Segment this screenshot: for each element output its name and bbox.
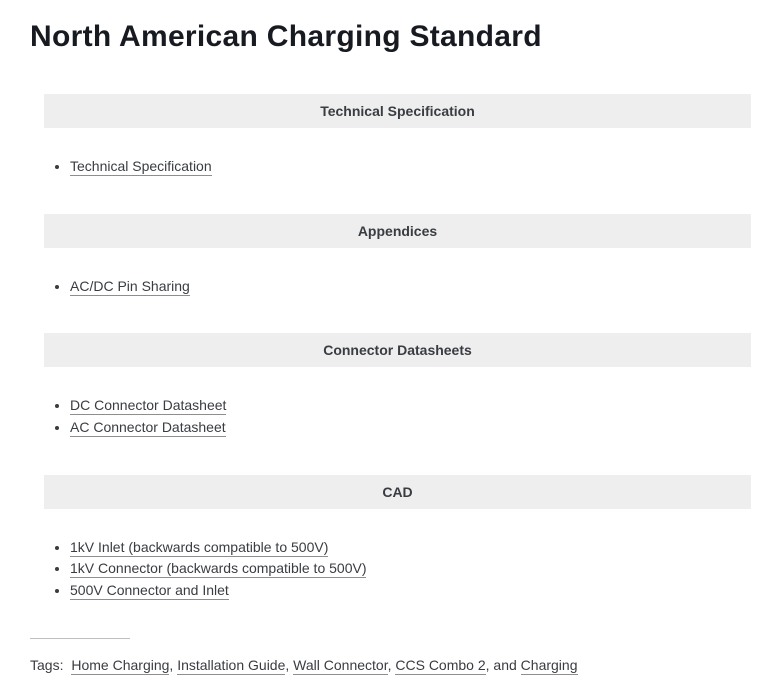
tag-sep: , and xyxy=(486,657,521,673)
list-item: AC Connector Datasheet xyxy=(70,417,751,439)
list-item: Technical Specification xyxy=(70,156,751,178)
section-list-appendices: AC/DC Pin Sharing xyxy=(44,276,751,298)
tag-link-home-charging[interactable]: Home Charging xyxy=(71,657,169,675)
tag-link-wall-connector[interactable]: Wall Connector xyxy=(293,657,387,675)
section-list-connector-datasheets: DC Connector Datasheet AC Connector Data… xyxy=(44,395,751,438)
doc-link-1kv-inlet[interactable]: 1kV Inlet (backwards compatible to 500V) xyxy=(70,539,328,557)
list-item: AC/DC Pin Sharing xyxy=(70,276,751,298)
doc-link-500v-connector-inlet[interactable]: 500V Connector and Inlet xyxy=(70,582,229,600)
tags-line: Tags: Home Charging, Installation Guide,… xyxy=(30,657,751,673)
section-list-cad: 1kV Inlet (backwards compatible to 500V)… xyxy=(44,537,751,602)
section-header-appendices: Appendices xyxy=(44,214,751,248)
list-item: DC Connector Datasheet xyxy=(70,395,751,417)
tags-label: Tags: xyxy=(30,657,63,673)
divider xyxy=(30,638,130,639)
page-title: North American Charging Standard xyxy=(30,20,751,54)
section-header-cad: CAD xyxy=(44,475,751,509)
list-item: 1kV Inlet (backwards compatible to 500V) xyxy=(70,537,751,559)
section-header-connector-datasheets: Connector Datasheets xyxy=(44,333,751,367)
doc-link-technical-specification[interactable]: Technical Specification xyxy=(70,158,212,176)
content-body: Technical Specification Technical Specif… xyxy=(30,94,751,602)
doc-link-ac-connector-datasheet[interactable]: AC Connector Datasheet xyxy=(70,419,226,437)
tag-link-installation-guide[interactable]: Installation Guide xyxy=(177,657,285,675)
list-item: 500V Connector and Inlet xyxy=(70,580,751,602)
tag-sep: , xyxy=(285,657,293,673)
section-list-technical-specification: Technical Specification xyxy=(44,156,751,178)
doc-link-dc-connector-datasheet[interactable]: DC Connector Datasheet xyxy=(70,397,226,415)
section-header-technical-specification: Technical Specification xyxy=(44,94,751,128)
doc-link-1kv-connector[interactable]: 1kV Connector (backwards compatible to 5… xyxy=(70,560,366,578)
doc-link-ac-dc-pin-sharing[interactable]: AC/DC Pin Sharing xyxy=(70,278,190,296)
tag-link-ccs-combo-2[interactable]: CCS Combo 2 xyxy=(395,657,485,675)
tag-link-charging[interactable]: Charging xyxy=(521,657,578,675)
list-item: 1kV Connector (backwards compatible to 5… xyxy=(70,558,751,580)
